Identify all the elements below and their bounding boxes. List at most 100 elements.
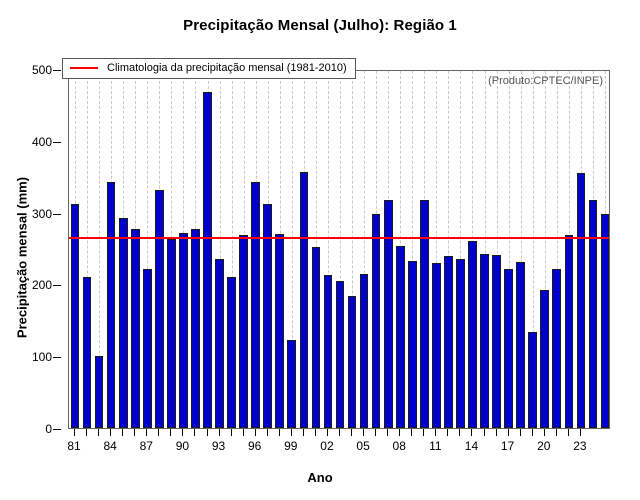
bar xyxy=(142,269,152,428)
y-tick-mark xyxy=(53,70,61,71)
bar xyxy=(456,258,465,428)
bar xyxy=(275,234,285,428)
x-tick-label: 02 xyxy=(320,439,334,453)
x-tick-mark xyxy=(254,429,256,436)
bar xyxy=(203,91,212,428)
bar xyxy=(287,339,297,428)
y-tick-mark xyxy=(53,141,61,143)
bar xyxy=(540,290,550,428)
bar xyxy=(251,182,261,428)
x-tick-mark xyxy=(351,429,353,436)
x-tick-mark xyxy=(242,429,244,436)
x-tick-mark xyxy=(290,429,292,436)
x-tick-mark xyxy=(302,429,304,436)
y-tick-label: 200 xyxy=(31,278,52,293)
x-tick-mark xyxy=(471,429,473,436)
bar xyxy=(347,295,357,428)
gridline xyxy=(327,71,329,428)
bar xyxy=(492,254,501,428)
x-tick-mark xyxy=(230,429,232,436)
x-axis: 81 84 87 90 93 96 99 02 05 08 11 14 17 20 23 Ano xyxy=(0,429,640,500)
y-tick-mark xyxy=(53,285,61,287)
bar xyxy=(588,199,598,428)
x-tick-mark xyxy=(326,429,328,436)
x-tick-mark xyxy=(206,429,208,436)
gridline xyxy=(496,71,498,428)
bar-series xyxy=(69,71,609,428)
legend-label-climatologia: Climatologia da precipitação mensal (198… xyxy=(107,62,347,74)
x-tick-mark xyxy=(447,429,449,436)
x-tick-label: 14 xyxy=(464,439,479,453)
bar xyxy=(600,214,609,428)
gridline xyxy=(556,71,558,428)
x-tick-mark xyxy=(182,429,184,436)
x-tick-mark xyxy=(387,429,389,436)
x-tick-label: 11 xyxy=(429,439,442,453)
x-tick-mark xyxy=(314,429,316,436)
y-tick-label: 500 xyxy=(31,63,52,77)
gridline xyxy=(460,71,462,428)
gridline xyxy=(352,71,354,428)
bar xyxy=(70,203,80,428)
bar xyxy=(444,255,453,428)
y-tick-label: 0 xyxy=(45,422,52,436)
x-tick-mark xyxy=(399,429,401,436)
bar xyxy=(323,275,333,428)
gridline xyxy=(291,71,293,428)
x-tick-mark xyxy=(194,429,196,436)
x-tick-mark xyxy=(170,429,172,436)
x-tick-label: 90 xyxy=(175,439,190,453)
y-tick-mark xyxy=(53,357,61,359)
bar xyxy=(215,258,224,428)
x-tick-mark xyxy=(134,429,136,436)
gridline xyxy=(99,71,101,428)
bar xyxy=(528,331,538,428)
x-tick-label: 17 xyxy=(500,439,515,453)
bar xyxy=(94,356,104,428)
bar xyxy=(419,199,429,428)
x-tick-mark xyxy=(74,429,76,436)
bar xyxy=(359,274,369,428)
gridline xyxy=(544,71,546,428)
y-tick-mark xyxy=(53,429,61,430)
bar xyxy=(468,241,477,428)
bar xyxy=(516,262,525,428)
y-tick-label: 100 xyxy=(31,350,52,365)
x-tick-label: 93 xyxy=(211,439,226,453)
x-tick-mark xyxy=(555,429,557,436)
bar xyxy=(407,260,417,428)
x-tick-label: 81 xyxy=(67,439,81,453)
x-tick-mark xyxy=(86,429,88,436)
bar xyxy=(383,200,393,428)
gridline xyxy=(484,71,486,428)
bar xyxy=(179,232,188,428)
bar xyxy=(576,173,586,428)
bar xyxy=(564,234,574,428)
gridline xyxy=(412,71,414,428)
x-tick-label: 05 xyxy=(356,439,370,453)
y-axis-title: Precipitação mensal (mm) xyxy=(14,176,30,339)
x-tick-mark xyxy=(483,429,485,436)
legend: Climatologia da precipitação mensal (198… xyxy=(62,58,356,79)
y-tick-label: 300 xyxy=(31,206,52,221)
bar xyxy=(432,262,441,428)
gridline xyxy=(219,71,221,428)
bar xyxy=(263,203,273,428)
x-tick-label: 23 xyxy=(573,439,587,453)
bar xyxy=(106,182,116,428)
bar xyxy=(311,247,321,428)
bar xyxy=(552,268,562,428)
produto-annotation: (Produto:CPTEC/INPE) xyxy=(488,75,603,87)
x-tick-mark xyxy=(543,429,545,436)
x-tick-mark xyxy=(363,429,365,436)
chart-title: Precipitação Mensal (Julho): Região 1 xyxy=(183,17,457,34)
gridline xyxy=(147,71,149,428)
x-tick-mark xyxy=(218,429,220,436)
x-tick-label: 99 xyxy=(284,439,298,453)
x-tick-mark xyxy=(146,429,148,436)
x-tick-mark xyxy=(375,429,377,436)
y-axis: Precipitação mensal (mm) 0 100 200 300 400 50… xyxy=(0,0,68,500)
gridline xyxy=(364,71,366,428)
x-tick-mark xyxy=(507,429,509,436)
